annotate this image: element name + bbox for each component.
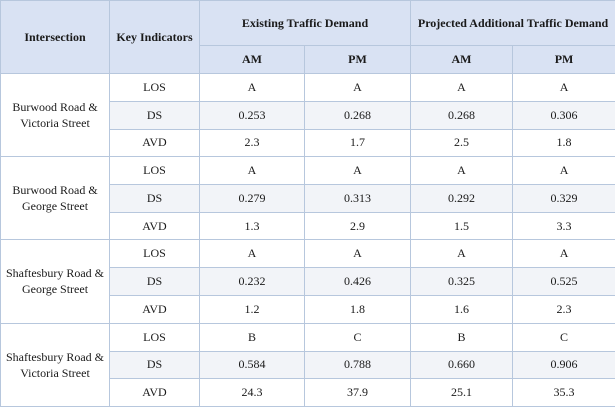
projected-pm-cell: C bbox=[513, 323, 615, 351]
existing-am-cell: 0.232 bbox=[200, 268, 305, 296]
projected-am-cell: 25.1 bbox=[411, 379, 513, 407]
projected-am-cell: B bbox=[411, 323, 513, 351]
projected-pm-cell: 2.3 bbox=[513, 295, 615, 323]
indicator-cell: AVD bbox=[110, 129, 200, 157]
indicator-cell: LOS bbox=[110, 240, 200, 268]
projected-pm-cell: 0.906 bbox=[513, 351, 615, 379]
existing-pm-cell: 0.788 bbox=[305, 351, 411, 379]
projected-am-cell: 0.660 bbox=[411, 351, 513, 379]
header-intersection: Intersection bbox=[1, 1, 110, 74]
existing-am-cell: 0.584 bbox=[200, 351, 305, 379]
existing-am-cell: 2.3 bbox=[200, 129, 305, 157]
table-row: Burwood Road & George Street LOS A A A A bbox=[1, 157, 615, 185]
header-existing-am: AM bbox=[200, 46, 305, 74]
existing-am-cell: 0.279 bbox=[200, 185, 305, 213]
indicator-cell: LOS bbox=[110, 157, 200, 185]
table-body: Burwood Road & Victoria Street LOS A A A… bbox=[1, 74, 615, 407]
projected-pm-cell: 0.306 bbox=[513, 102, 615, 130]
table-row: Burwood Road & Victoria Street LOS A A A… bbox=[1, 74, 615, 102]
table-row: Shaftesbury Road & Victoria Street LOS B… bbox=[1, 323, 615, 351]
intersection-name: Burwood Road & George Street bbox=[1, 157, 110, 240]
projected-am-cell: 2.5 bbox=[411, 129, 513, 157]
table-row: Shaftesbury Road & George Street LOS A A… bbox=[1, 240, 615, 268]
indicator-cell: LOS bbox=[110, 323, 200, 351]
header-projected-demand: Projected Additional Traffic Demand bbox=[411, 1, 615, 46]
indicator-cell: DS bbox=[110, 102, 200, 130]
intersection-name: Burwood Road & Victoria Street bbox=[1, 74, 110, 157]
existing-am-cell: 0.253 bbox=[200, 102, 305, 130]
projected-pm-cell: 35.3 bbox=[513, 379, 615, 407]
projected-pm-cell: A bbox=[513, 157, 615, 185]
indicator-cell: AVD bbox=[110, 212, 200, 240]
projected-am-cell: 0.292 bbox=[411, 185, 513, 213]
indicator-cell: DS bbox=[110, 268, 200, 296]
indicator-cell: AVD bbox=[110, 295, 200, 323]
projected-pm-cell: 1.8 bbox=[513, 129, 615, 157]
projected-am-cell: 0.268 bbox=[411, 102, 513, 130]
projected-am-cell: A bbox=[411, 74, 513, 102]
existing-am-cell: 1.2 bbox=[200, 295, 305, 323]
existing-pm-cell: A bbox=[305, 240, 411, 268]
existing-am-cell: 1.3 bbox=[200, 212, 305, 240]
header-projected-am: AM bbox=[411, 46, 513, 74]
indicator-cell: LOS bbox=[110, 74, 200, 102]
existing-am-cell: B bbox=[200, 323, 305, 351]
existing-pm-cell: 1.8 bbox=[305, 295, 411, 323]
projected-pm-cell: A bbox=[513, 240, 615, 268]
existing-pm-cell: A bbox=[305, 74, 411, 102]
existing-pm-cell: 0.426 bbox=[305, 268, 411, 296]
existing-pm-cell: 0.268 bbox=[305, 102, 411, 130]
projected-pm-cell: 0.329 bbox=[513, 185, 615, 213]
existing-am-cell: 24.3 bbox=[200, 379, 305, 407]
projected-pm-cell: 3.3 bbox=[513, 212, 615, 240]
existing-pm-cell: A bbox=[305, 157, 411, 185]
intersection-name: Shaftesbury Road & George Street bbox=[1, 240, 110, 323]
existing-pm-cell: 1.7 bbox=[305, 129, 411, 157]
projected-am-cell: 0.325 bbox=[411, 268, 513, 296]
header-existing-demand: Existing Traffic Demand bbox=[200, 1, 411, 46]
projected-am-cell: 1.6 bbox=[411, 295, 513, 323]
existing-pm-cell: 37.9 bbox=[305, 379, 411, 407]
existing-am-cell: A bbox=[200, 74, 305, 102]
header-projected-pm: PM bbox=[513, 46, 615, 74]
projected-pm-cell: A bbox=[513, 74, 615, 102]
existing-am-cell: A bbox=[200, 240, 305, 268]
indicator-cell: DS bbox=[110, 185, 200, 213]
projected-am-cell: 1.5 bbox=[411, 212, 513, 240]
existing-am-cell: A bbox=[200, 157, 305, 185]
indicator-cell: AVD bbox=[110, 379, 200, 407]
intersection-name: Shaftesbury Road & Victoria Street bbox=[1, 323, 110, 406]
header-key-indicators: Key Indicators bbox=[110, 1, 200, 74]
projected-am-cell: A bbox=[411, 157, 513, 185]
projected-am-cell: A bbox=[411, 240, 513, 268]
existing-pm-cell: 2.9 bbox=[305, 212, 411, 240]
existing-pm-cell: C bbox=[305, 323, 411, 351]
projected-pm-cell: 0.525 bbox=[513, 268, 615, 296]
header-existing-pm: PM bbox=[305, 46, 411, 74]
indicator-cell: DS bbox=[110, 351, 200, 379]
existing-pm-cell: 0.313 bbox=[305, 185, 411, 213]
